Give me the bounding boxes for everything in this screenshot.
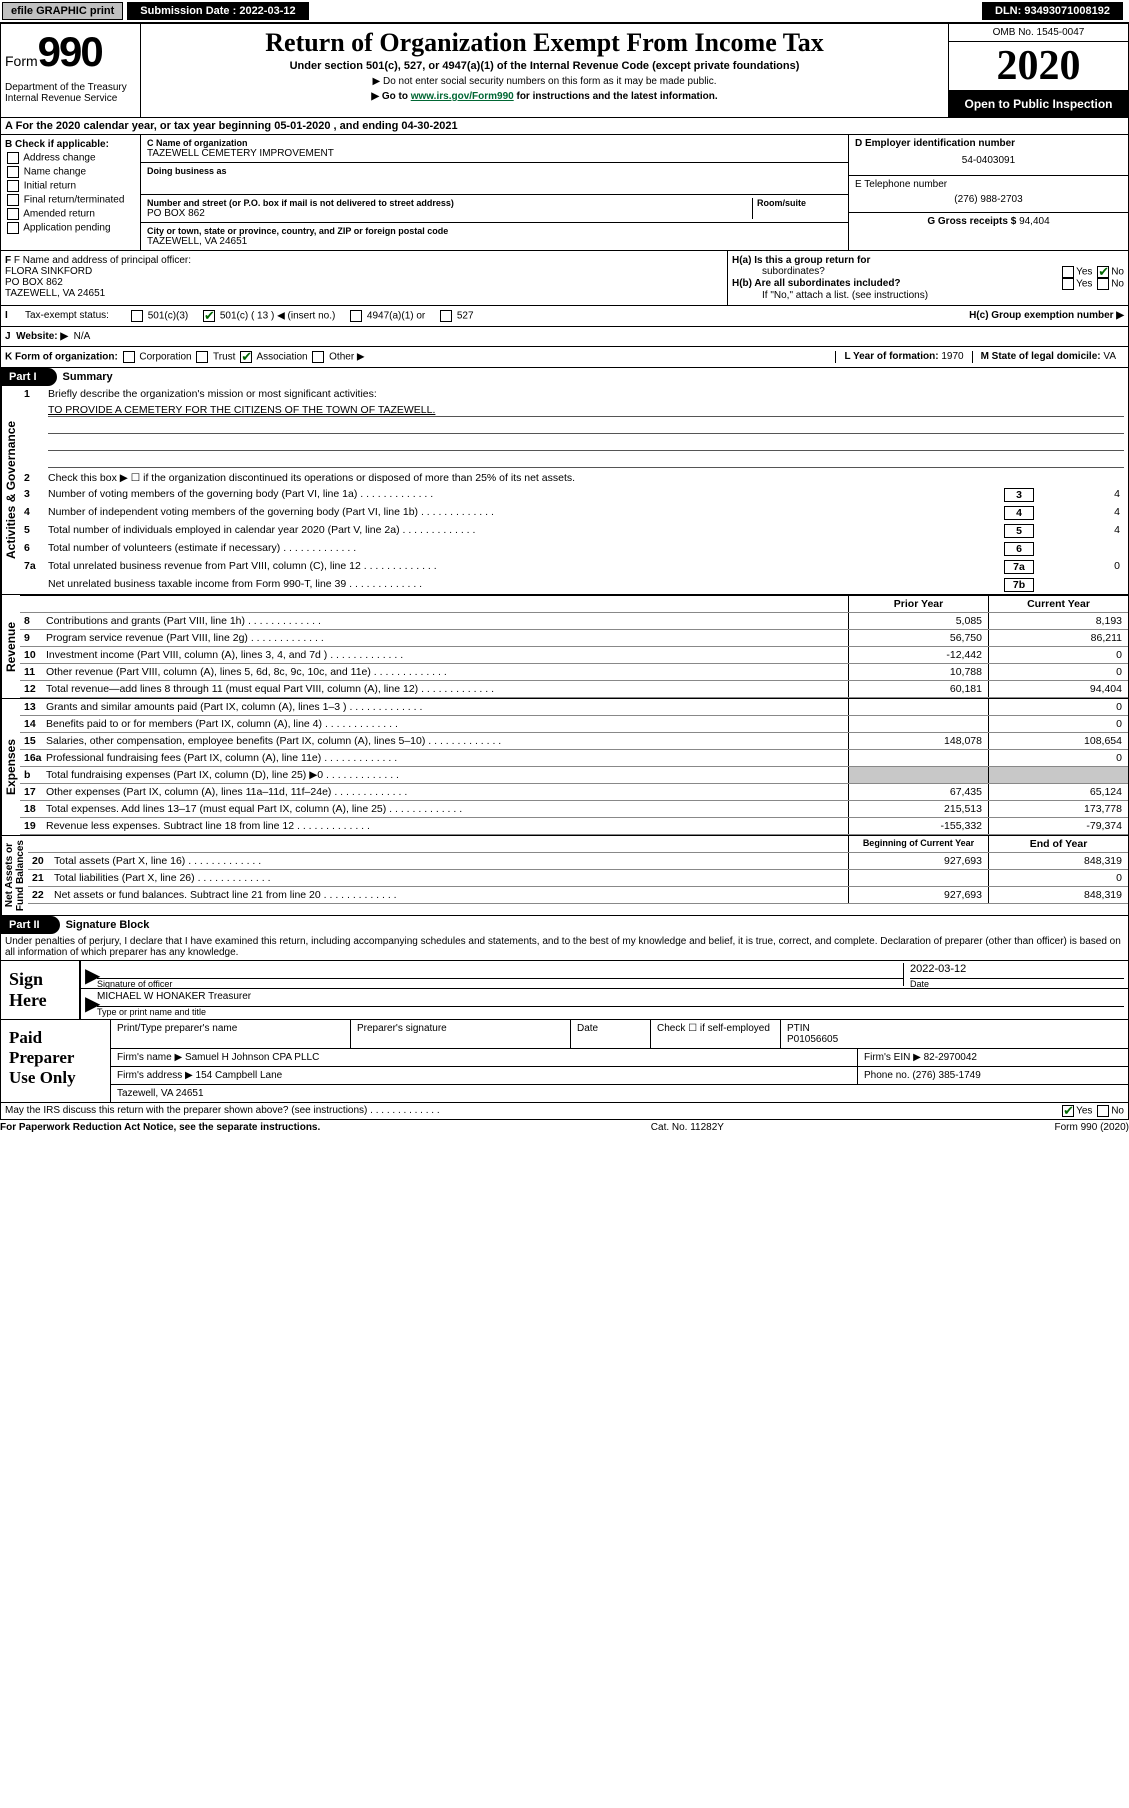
activities-governance-label: Activities & Governance — [1, 386, 20, 594]
part2-header: Part II Signature Block — [1, 916, 1128, 934]
fin-row: bTotal fundraising expenses (Part IX, co… — [20, 767, 1128, 784]
net-assets-label: Net Assets orFund Balances — [1, 836, 28, 915]
fin-row: 15Salaries, other compensation, employee… — [20, 733, 1128, 750]
discuss-row: May the IRS discuss this return with the… — [1, 1102, 1128, 1119]
form-container: Form 990 Department of the Treasury Inte… — [0, 23, 1129, 1120]
irs-link[interactable]: www.irs.gov/Form990 — [411, 91, 514, 102]
efile-print-label: efile GRAPHIC print — [2, 2, 123, 20]
line-a: A For the 2020 calendar year, or tax yea… — [1, 118, 1128, 135]
section-b: B Check if applicable: Address change Na… — [1, 135, 141, 250]
trust-check[interactable] — [196, 351, 208, 363]
subs-no[interactable] — [1097, 278, 1109, 290]
sign-here-block: Sign Here ▶ Signature of officer 2022-03… — [1, 961, 1128, 1019]
revenue-label: Revenue — [1, 595, 20, 698]
fin-row: 17Other expenses (Part IX, column (A), l… — [20, 784, 1128, 801]
fin-row: 22Net assets or fund balances. Subtract … — [28, 887, 1128, 904]
fin-row: 21Total liabilities (Part X, line 26)0 — [28, 870, 1128, 887]
corp-check[interactable] — [123, 351, 135, 363]
fin-row: 19Revenue less expenses. Subtract line 1… — [20, 818, 1128, 835]
527-check[interactable] — [440, 310, 452, 322]
dln-label: DLN: 93493071008192 — [982, 2, 1123, 20]
discuss-yes[interactable] — [1062, 1105, 1074, 1117]
penalty-text: Under penalties of perjury, I declare th… — [1, 934, 1128, 961]
footer: For Paperwork Reduction Act Notice, see … — [0, 1120, 1129, 1135]
initial-return-check[interactable] — [7, 180, 19, 192]
fin-row: 20Total assets (Part X, line 16)927,6938… — [28, 853, 1128, 870]
subs-yes[interactable] — [1062, 278, 1074, 290]
fin-row: 18Total expenses. Add lines 13–17 (must … — [20, 801, 1128, 818]
other-check[interactable] — [312, 351, 324, 363]
assoc-check[interactable] — [240, 351, 252, 363]
501c-check[interactable] — [203, 310, 215, 322]
section-d: D Employer identification number 54-0403… — [848, 135, 1128, 250]
fin-row: 12Total revenue—add lines 8 through 11 (… — [20, 681, 1128, 698]
amended-check[interactable] — [7, 208, 19, 220]
section-c: C Name of organization TAZEWELL CEMETERY… — [141, 135, 848, 250]
final-return-check[interactable] — [7, 194, 19, 206]
discuss-no[interactable] — [1097, 1105, 1109, 1117]
section-h: H(a) Is this a group return for subordin… — [728, 251, 1128, 305]
submission-date-btn[interactable]: Submission Date : 2022-03-12 — [127, 2, 308, 20]
section-j: J Website: ▶ N/A — [1, 327, 1128, 347]
group-yes[interactable] — [1062, 266, 1074, 278]
fin-row: 10Investment income (Part VIII, column (… — [20, 647, 1128, 664]
paid-preparer-block: Paid Preparer Use Only Print/Type prepar… — [1, 1019, 1128, 1102]
group-no[interactable] — [1097, 266, 1109, 278]
title-box: Return of Organization Exempt From Incom… — [141, 24, 948, 118]
fin-row: 16aProfessional fundraising fees (Part I… — [20, 750, 1128, 767]
part1-header: Part I Summary — [1, 368, 1128, 386]
pending-check[interactable] — [7, 222, 19, 234]
fin-row: 8Contributions and grants (Part VIII, li… — [20, 613, 1128, 630]
fin-row: 13Grants and similar amounts paid (Part … — [20, 699, 1128, 716]
501c3-check[interactable] — [131, 310, 143, 322]
section-k: K Form of organization: Corporation Trus… — [1, 347, 1128, 368]
form-title: Return of Organization Exempt From Incom… — [145, 28, 944, 58]
top-bar: efile GRAPHIC print Submission Date : 20… — [0, 0, 1129, 23]
section-i: I Tax-exempt status: 501(c)(3) 501(c) ( … — [1, 306, 1128, 327]
tax-year: 2020 — [949, 42, 1128, 91]
fin-row: 9Program service revenue (Part VIII, lin… — [20, 630, 1128, 647]
address-change-check[interactable] — [7, 152, 19, 164]
name-change-check[interactable] — [7, 166, 19, 178]
4947-check[interactable] — [350, 310, 362, 322]
fin-row: 14Benefits paid to or for members (Part … — [20, 716, 1128, 733]
right-header: OMB No. 1545-0047 2020 Open to Public In… — [948, 24, 1128, 118]
expenses-label: Expenses — [1, 699, 20, 835]
fin-row: 11Other revenue (Part VIII, column (A), … — [20, 664, 1128, 681]
section-f: F F Name and address of principal office… — [1, 251, 728, 305]
form-id-box: Form 990 Department of the Treasury Inte… — [1, 24, 141, 118]
